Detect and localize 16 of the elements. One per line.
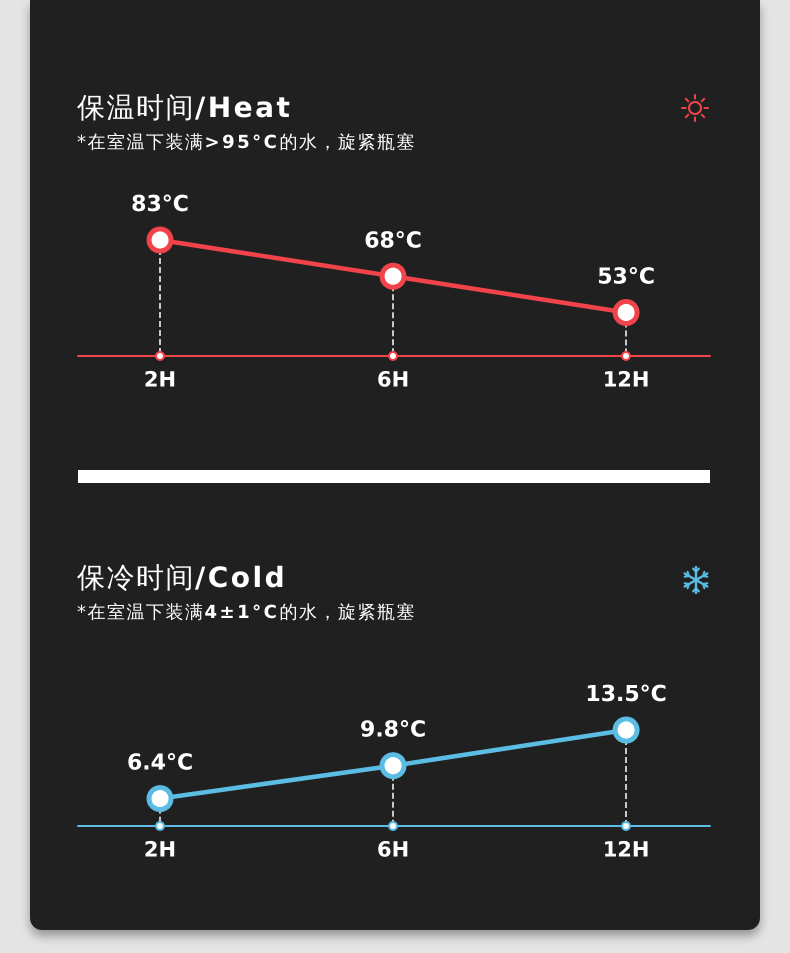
chart-title: 保温时间/Heat (77, 91, 292, 124)
chart-subtitle: *在室温下装满>95°C的水，旋紧瓶塞 (77, 132, 416, 153)
chart-subtitle: *在室温下装满4±1°C的水，旋紧瓶塞 (77, 602, 416, 623)
data-label: 9.8°C (360, 718, 426, 743)
data-label: 83°C (131, 192, 189, 217)
data-label: 53°C (597, 264, 655, 290)
data-label: 6.4°C (126, 750, 194, 776)
chart-title: 保冷时间/Cold (77, 561, 288, 594)
x-tick-label: 2H (144, 368, 176, 392)
x-tick-label: 12H (602, 368, 650, 392)
x-tick-label: 6H (376, 368, 410, 392)
x-tick-label: 2H (144, 838, 176, 862)
data-label: 68°C (364, 228, 422, 254)
data-label: 13.5°C (585, 682, 667, 707)
x-tick-label: 6H (376, 838, 410, 862)
x-tick-label: 12H (602, 838, 650, 862)
